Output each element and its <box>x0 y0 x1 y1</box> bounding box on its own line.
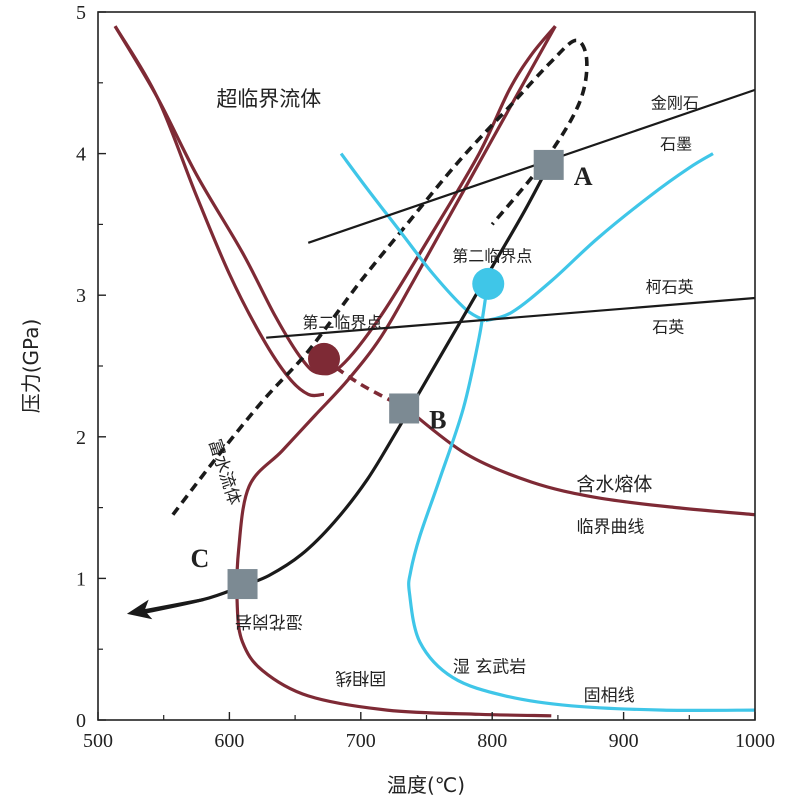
annotation-4: 柯石英 <box>646 278 694 297</box>
series-line-3 <box>235 25 557 718</box>
annotation-13: 湿 玄武岩 <box>453 658 526 678</box>
ticks-layer: 500 600 700 800 900 1000 0 1 2 3 4 5 <box>76 2 775 752</box>
series-line-11 <box>307 88 756 244</box>
x-axis-title: 温度(℃) <box>387 773 465 797</box>
x-tick-label-500: 500 <box>83 730 113 752</box>
marker-label-C: C <box>191 544 210 573</box>
marker-C <box>227 569 258 600</box>
y-tick-label-3: 3 <box>76 285 86 307</box>
x-tick-label-800: 800 <box>477 730 507 752</box>
labels-layer: 超临界流体 金刚石石墨柯石英石英第二临界点第二临界点含水熔体临界曲线富水流体湿花岗… <box>204 87 699 706</box>
annotation-1: 超临界流体 <box>216 87 321 111</box>
marker-B <box>389 393 420 424</box>
annotation-6: 第二临界点 <box>302 313 382 332</box>
critical-point-1 <box>308 342 341 375</box>
series-line-9 <box>407 287 756 713</box>
critical-point-2 <box>472 267 505 300</box>
x-tick-label-600: 600 <box>214 730 244 752</box>
series-line-2 <box>113 25 325 398</box>
arrow-shaft <box>138 598 204 614</box>
annotation-14: 固相线 <box>584 686 635 706</box>
plot-frame <box>97 11 756 721</box>
y-tick-label-2: 2 <box>76 427 86 449</box>
annotation-2: 金刚石 <box>651 94 699 113</box>
x-tick-label-900: 900 <box>609 730 639 752</box>
y-tick-label-4: 4 <box>76 144 86 166</box>
x-tick-label-700: 700 <box>346 730 376 752</box>
annotation-10: 富水流体 <box>204 437 244 508</box>
y-tick-label-0: 0 <box>76 710 86 732</box>
annotation-5: 石英 <box>652 317 684 336</box>
marker-A <box>533 149 564 180</box>
arrow-head <box>126 599 153 620</box>
annotation-11: 湿花岗岩 <box>235 611 303 631</box>
markers-layer: A B C <box>191 149 593 600</box>
marker-label-A: A <box>574 162 593 191</box>
series-line-6 <box>171 38 589 516</box>
annotation-3: 石墨 <box>660 135 692 154</box>
annotation-9: 临界曲线 <box>576 517 644 537</box>
axes-layer <box>97 11 756 721</box>
y-tick-label-1: 1 <box>76 568 86 590</box>
annotation-8: 含水熔体 <box>576 473 652 495</box>
marker-label-B: B <box>429 405 446 434</box>
annotation-12: 固相线 <box>335 668 386 688</box>
y-tick-label-5: 5 <box>76 2 86 24</box>
series-line-8 <box>485 152 714 323</box>
series-line-12 <box>266 296 756 339</box>
y-axis-title: 压力(GPa) <box>19 319 43 414</box>
annotation-7: 第二临界点 <box>452 246 532 265</box>
x-tick-label-1000: 1000 <box>735 730 775 752</box>
curves-layer <box>113 25 756 718</box>
series-line-5 <box>405 407 756 517</box>
